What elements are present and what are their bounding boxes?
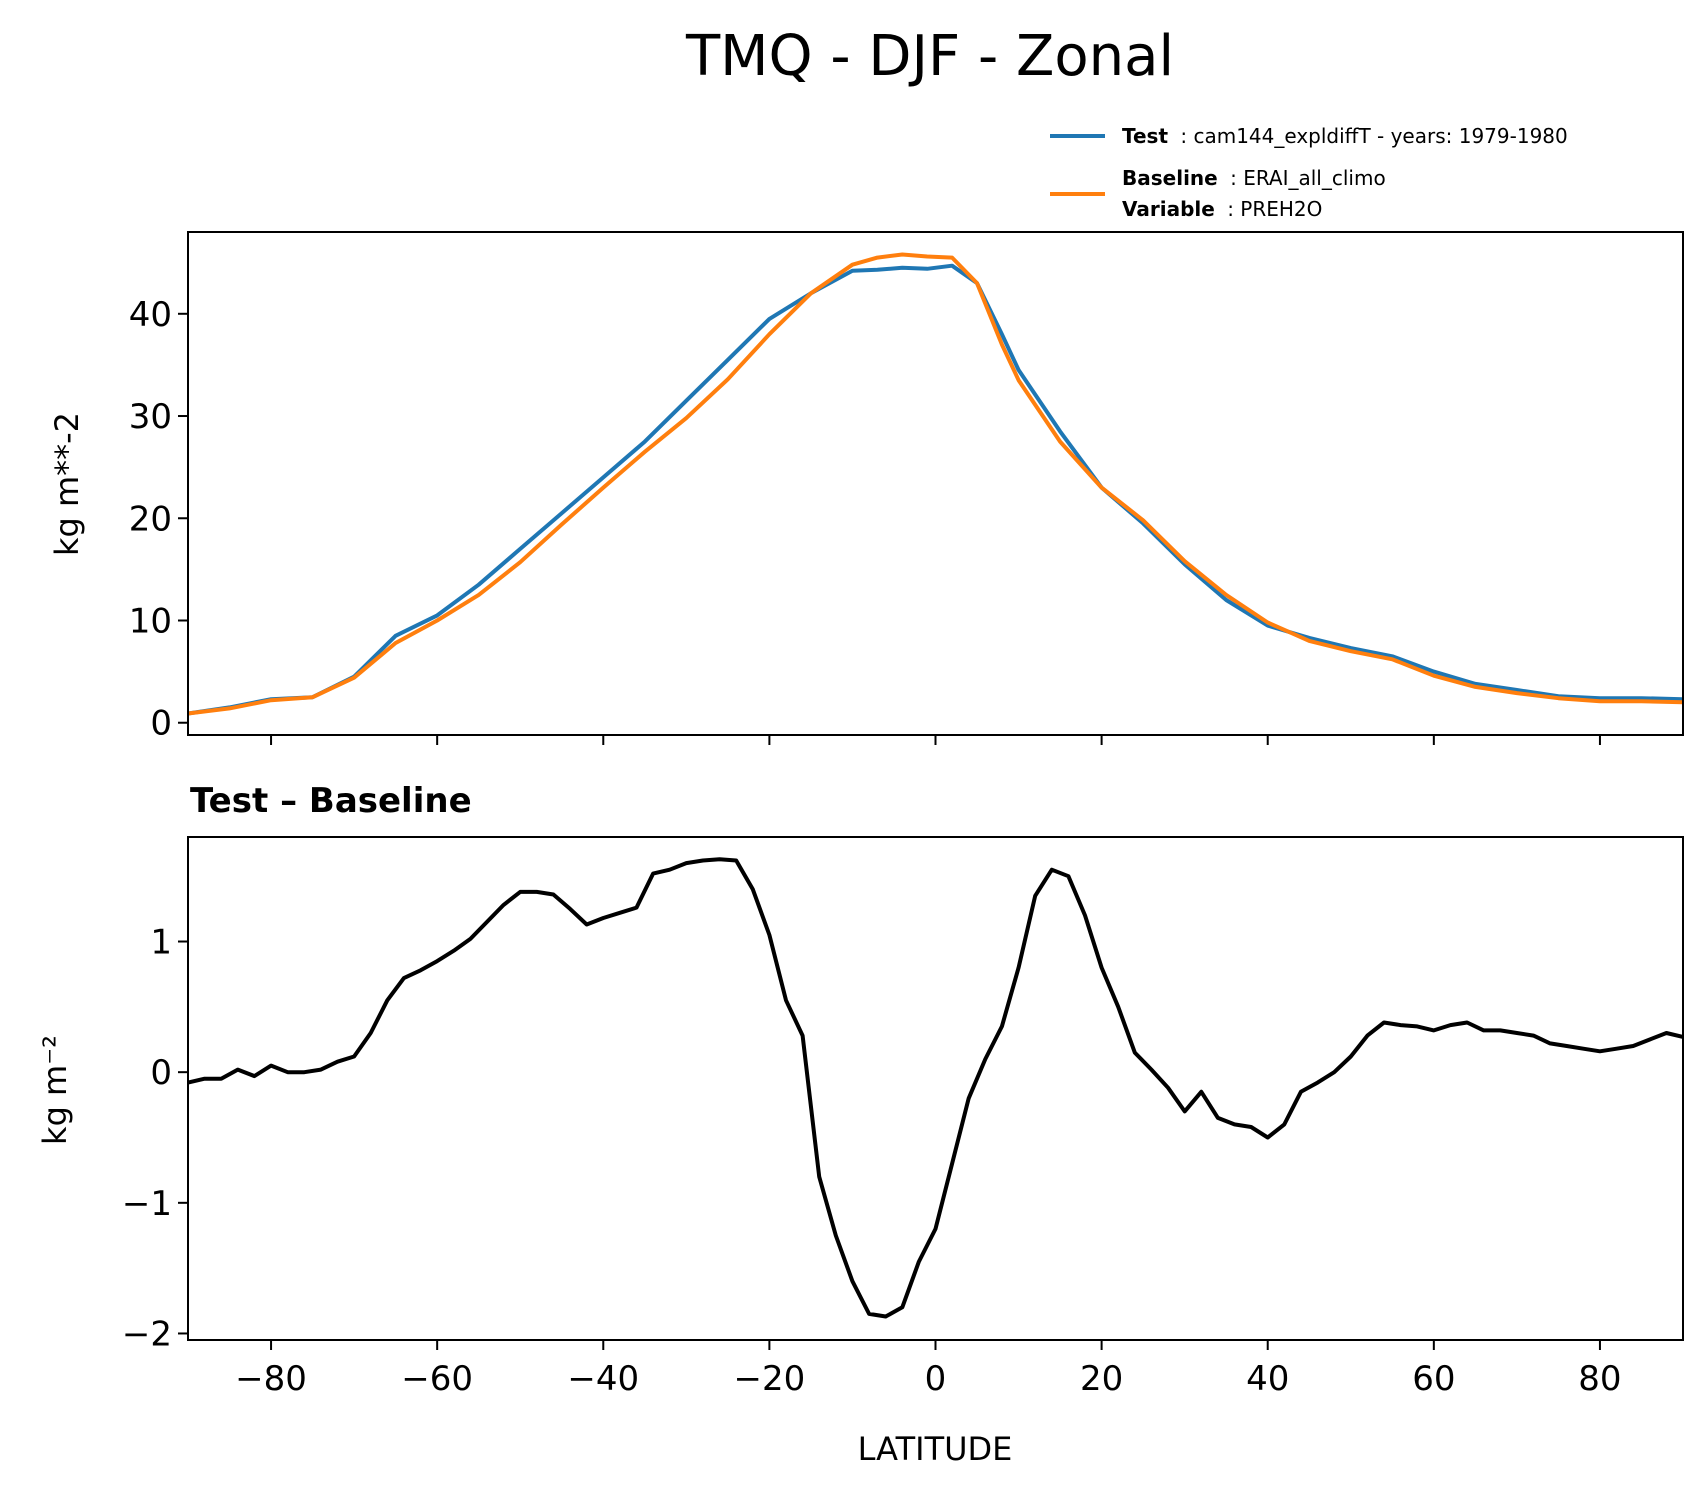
bottom-y-tick-label: 0: [150, 1053, 172, 1093]
legend-baseline-text: ERAI_all_climo: [1243, 166, 1386, 190]
bottom-series-line-difference: [187, 857, 1684, 1319]
top-series-group: [187, 252, 1684, 716]
top-panel: 0 10 20 30 40 kg m**-2: [48, 231, 1684, 745]
legend-test-label: Test: [1122, 124, 1168, 148]
bottom-y-tick-label: −1: [122, 1184, 172, 1224]
legend-variable-text: PREH2O: [1240, 197, 1322, 221]
x-axis-label: LATITUDE: [858, 1430, 1013, 1468]
x-tick-label: −20: [734, 1359, 806, 1399]
bottom-y-ticks: −2 −1 0 1: [122, 923, 188, 1354]
figure-title: TMQ - DJF - Zonal: [685, 24, 1174, 89]
bottom-series-group: [187, 857, 1684, 1319]
legend-variable-label: Variable: [1122, 197, 1215, 221]
x-tick-label: −60: [401, 1359, 473, 1399]
top-y-tick-label: 30: [129, 397, 172, 437]
legend-baseline-entry: Baseline : ERAI_all_climo: [1122, 166, 1386, 190]
legend: Test : cam144_expldiffT - years: 1979-19…: [1050, 124, 1568, 221]
x-tick-label: −40: [567, 1359, 639, 1399]
top-y-tick-label: 40: [129, 295, 172, 335]
bottom-panel: Test – Baseline −2 −1 0 1 −80 −60 −40 −20 0 20 40…: [36, 781, 1684, 1468]
bottom-y-axis-label: kg m⁻²: [36, 1035, 74, 1145]
x-tick-label: 20: [1080, 1359, 1123, 1399]
bottom-y-tick-label: 1: [150, 923, 172, 963]
x-tick-label: −80: [235, 1359, 307, 1399]
bottom-y-tick-label: −2: [122, 1314, 172, 1354]
top-y-tick-label: 10: [129, 601, 172, 641]
legend-test-entry: Test : cam144_expldiffT - years: 1979-19…: [1122, 124, 1568, 148]
top-y-axis-label: kg m**-2: [48, 412, 86, 556]
top-y-tick-label: 20: [129, 499, 172, 539]
bottom-x-ticks: −80 −60 −40 −20 0 20 40 60 80: [235, 1340, 1622, 1399]
top-series-line-baseline: [187, 252, 1684, 716]
top-x-ticks: [270, 735, 1601, 745]
bottom-panel-title: Test – Baseline: [190, 781, 472, 821]
x-tick-label: 60: [1412, 1359, 1455, 1399]
top-y-ticks: 0 10 20 30 40: [129, 295, 188, 744]
legend-baseline-label: Baseline: [1122, 166, 1218, 190]
x-tick-label: 0: [925, 1359, 947, 1399]
legend-variable-entry: Variable : PREH2O: [1122, 197, 1322, 221]
legend-test-text: cam144_expldiffT - years: 1979-1980: [1193, 124, 1567, 148]
top-series-line-test: [187, 263, 1684, 716]
x-tick-label: 80: [1578, 1359, 1621, 1399]
top-y-tick-label: 0: [150, 704, 172, 744]
x-tick-label: 40: [1246, 1359, 1289, 1399]
